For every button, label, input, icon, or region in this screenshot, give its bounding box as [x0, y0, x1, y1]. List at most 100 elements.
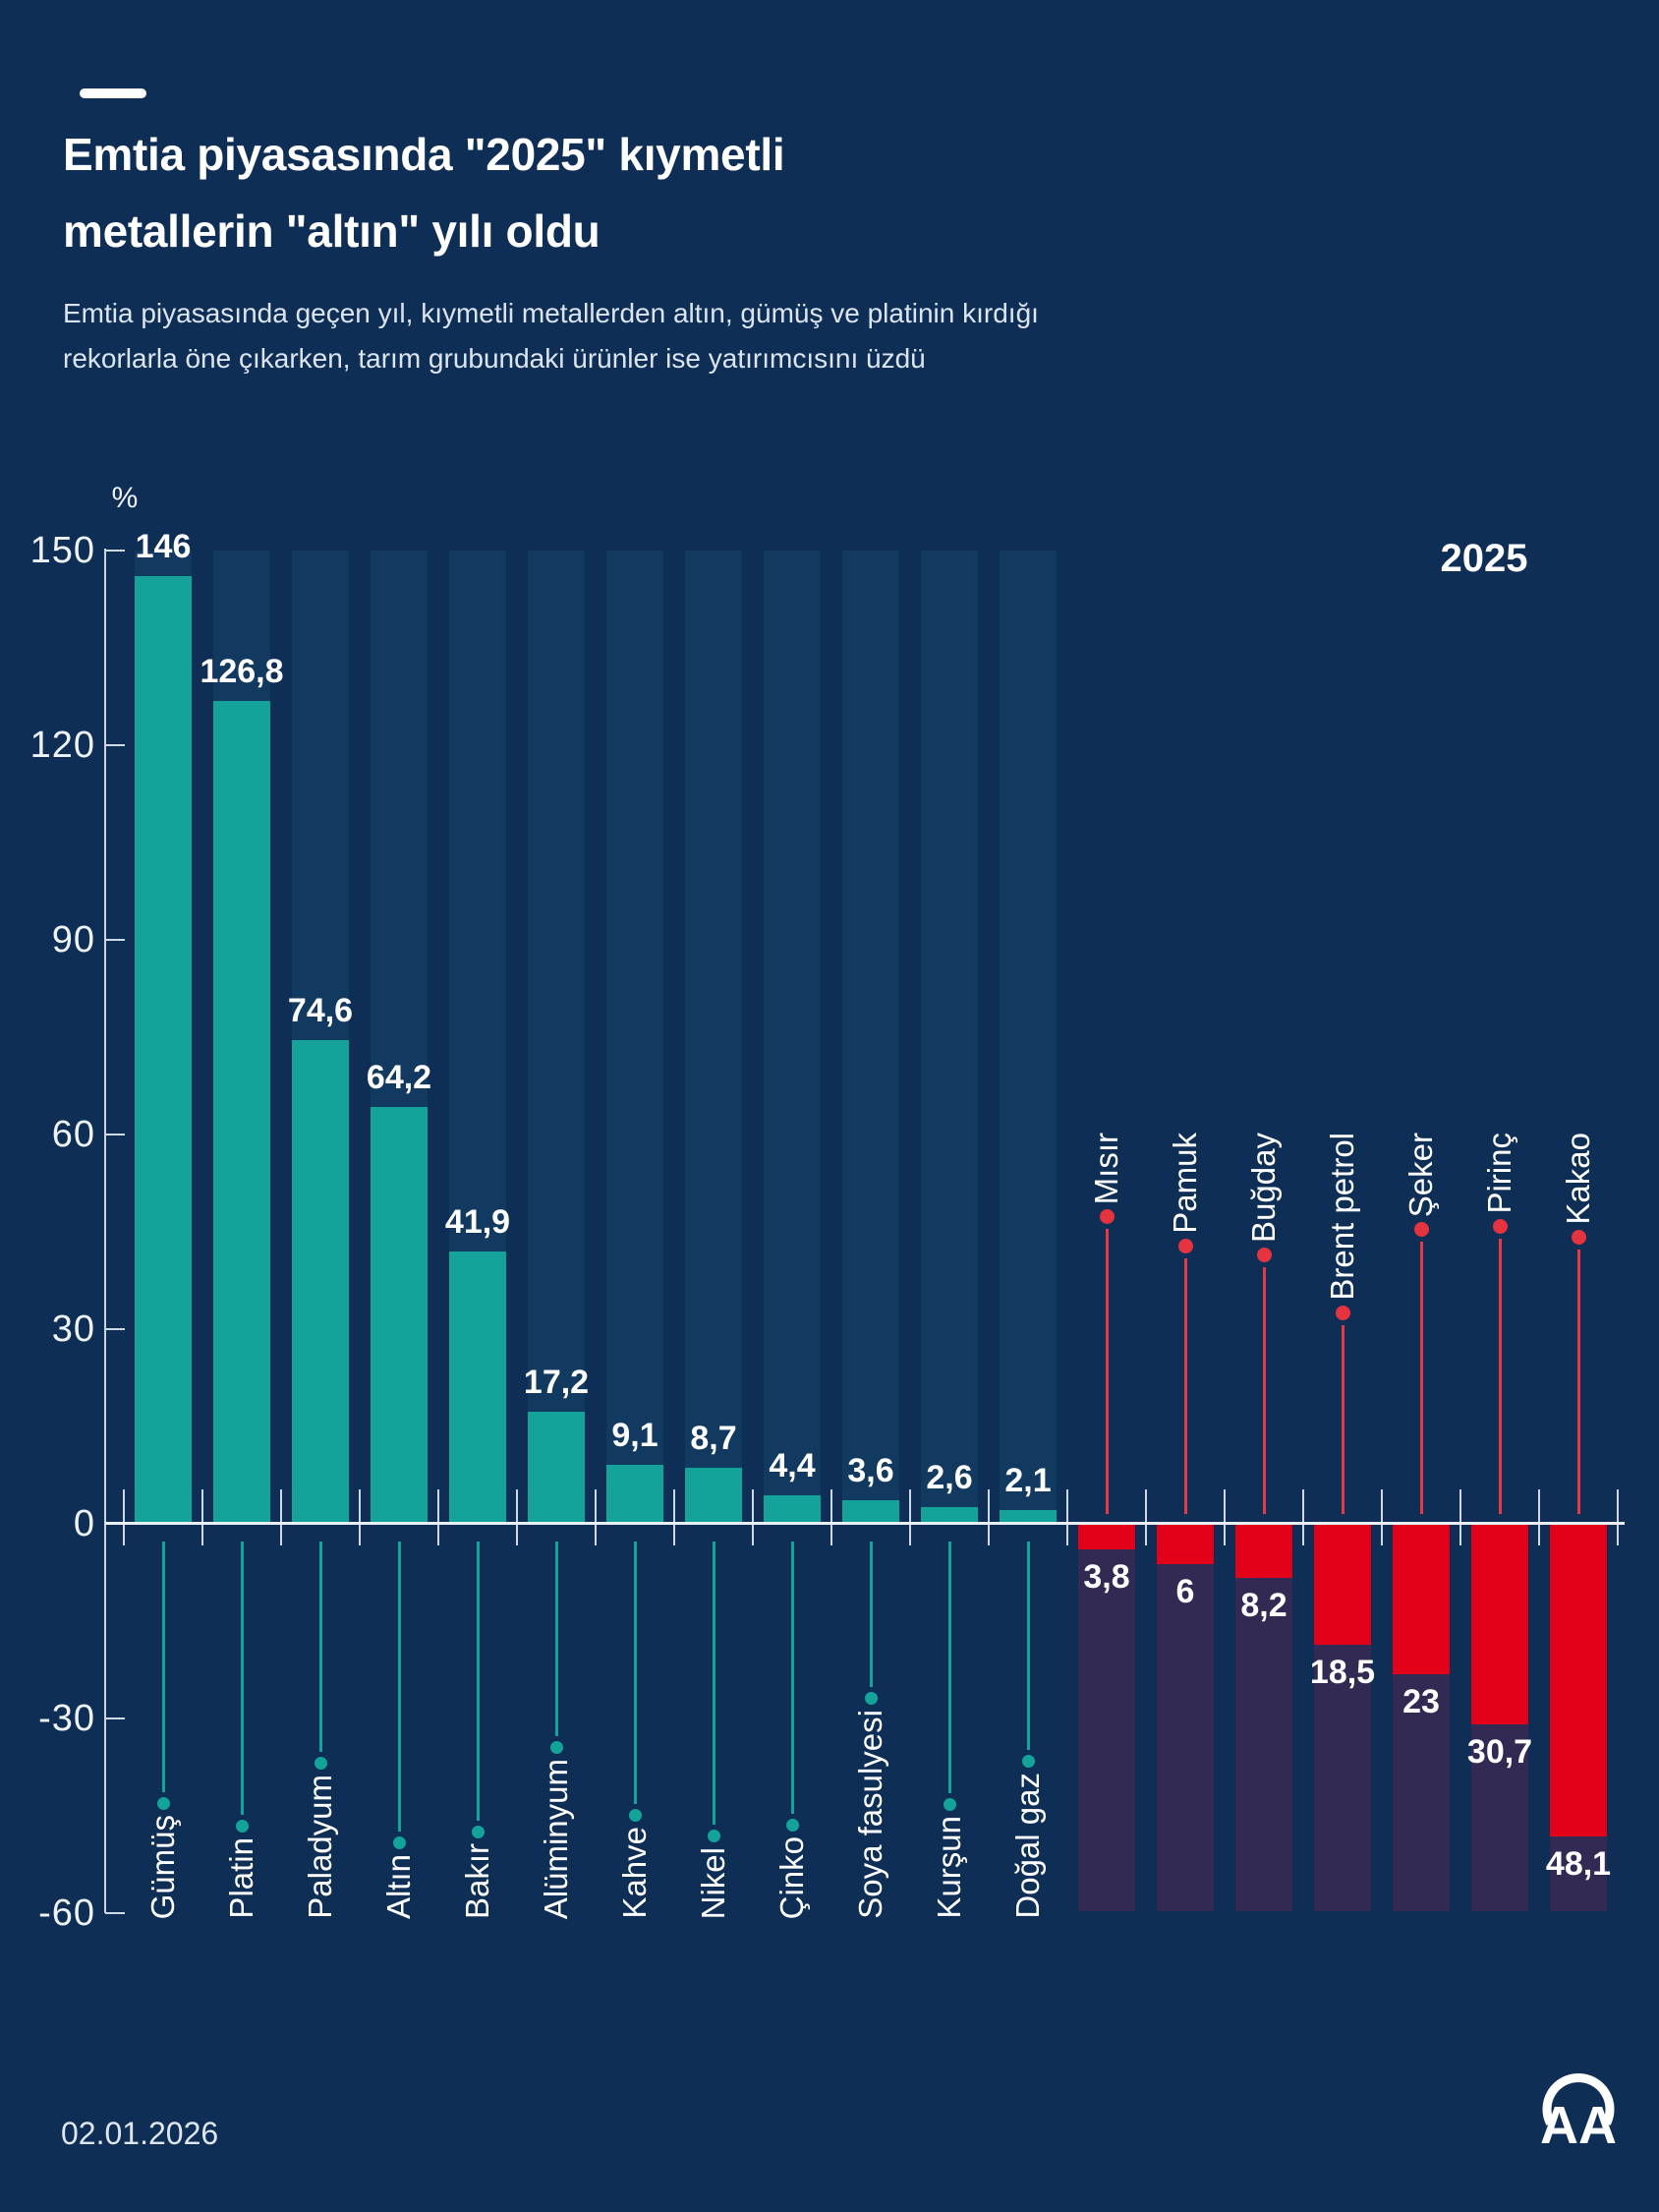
leader-dot [156, 1796, 170, 1810]
bar-boundary-tick [988, 1489, 990, 1545]
y-axis-tick-label: -30 [38, 1698, 95, 1739]
y-axis-tick [105, 1134, 125, 1135]
bar-track [1157, 1525, 1214, 1911]
bar-boundary-tick [673, 1489, 675, 1545]
leader-line [318, 1542, 322, 1753]
bar-value-label: 4,4 [769, 1446, 816, 1484]
bar [1550, 1525, 1607, 1837]
leader-line [1105, 1229, 1109, 1514]
y-axis-tick [105, 1717, 125, 1719]
x-axis-line [105, 1522, 1625, 1525]
bar [764, 1494, 821, 1524]
bar-boundary-tick [1617, 1489, 1619, 1545]
leader-line [1183, 1257, 1187, 1514]
leader-dot [943, 1798, 956, 1812]
bar-value-label: 6 [1175, 1572, 1195, 1610]
bar-boundary-tick [1538, 1489, 1540, 1545]
bar-category: Soya fasulyesi [850, 1542, 891, 1919]
y-axis-tick-label: 60 [51, 1114, 95, 1155]
leader-dot [549, 1740, 563, 1754]
y-axis-tick-label: -60 [38, 1892, 95, 1934]
page-subtitle: Emtia piyasasında geçen yıl, kıymetli me… [63, 291, 1291, 381]
bar [1393, 1525, 1450, 1674]
aa-logo-icon: AA [1540, 2072, 1617, 2155]
bar [1471, 1525, 1528, 1724]
bar-boundary-tick [280, 1489, 282, 1545]
bar-track [764, 551, 821, 1522]
y-axis-tick-label: 30 [51, 1309, 95, 1350]
leader-line [554, 1542, 558, 1736]
bar-boundary-tick [1459, 1489, 1461, 1545]
y-axis-tick-label: 0 [73, 1503, 95, 1544]
aa-logo: AA [1529, 2063, 1628, 2161]
bar [1078, 1525, 1135, 1550]
bar-value-label: 17,2 [523, 1364, 590, 1402]
y-axis-tick [105, 550, 125, 552]
leader-line [476, 1542, 480, 1821]
header-accent-dash [80, 88, 146, 98]
bar-boundary-tick [830, 1489, 832, 1545]
y-axis-line [104, 549, 106, 1913]
page-title-line-1: Emtia piyasasında "2025" kıymetli [63, 129, 785, 180]
bar-track [685, 551, 742, 1522]
bar-value-label: 8,7 [690, 1419, 737, 1457]
leader-line [397, 1542, 401, 1832]
leader-dot [392, 1835, 406, 1849]
bar-category: Mısır [1086, 1133, 1127, 1514]
leader-dot [471, 1825, 485, 1838]
bar-category: Buğday [1243, 1133, 1285, 1514]
bar-boundary-tick [595, 1489, 597, 1545]
y-axis-unit-label: % [111, 482, 139, 514]
bar-track [1078, 1525, 1135, 1911]
category-label: Soya fasulyesi [851, 1710, 888, 1919]
bar [606, 1464, 663, 1524]
y-axis-tick-label: 120 [29, 725, 95, 766]
bar-category: Bakır [457, 1542, 498, 1919]
bar-boundary-tick [123, 1489, 125, 1545]
bar [685, 1467, 742, 1524]
bar-category: Pamuk [1165, 1133, 1206, 1514]
page-title: Emtia piyasasında "2025" kıymetli metall… [63, 116, 1242, 269]
leader-dot [235, 1820, 249, 1834]
bar [1157, 1525, 1214, 1564]
bar-category: Paladyum [300, 1542, 341, 1919]
bar-category: Alüminyum [536, 1542, 577, 1919]
bar-boundary-tick [359, 1489, 361, 1545]
bar-track [921, 551, 978, 1522]
category-label: Kahve [615, 1827, 653, 1919]
bar-value-label: 23 [1402, 1682, 1440, 1720]
bar-boundary-tick [516, 1489, 518, 1545]
category-label: Brent petrol [1323, 1133, 1360, 1301]
bar-boundary-tick [1302, 1489, 1304, 1545]
bar-boundary-tick [1381, 1489, 1383, 1545]
bar-value-label: 48,1 [1545, 1845, 1612, 1884]
bar-track [606, 551, 663, 1522]
bar-track [528, 551, 585, 1522]
bar-value-label: 64,2 [366, 1059, 432, 1097]
bar-boundary-tick [1224, 1489, 1226, 1545]
bar-track [842, 551, 899, 1522]
bar-category: Kahve [614, 1542, 656, 1919]
bar-track [1235, 1525, 1292, 1911]
bar [921, 1506, 978, 1524]
bar-category: Şeker [1401, 1133, 1442, 1514]
bar-value-label: 30,7 [1466, 1732, 1533, 1771]
year-badge: 2025 [1440, 537, 1528, 580]
page-subtitle-line-2: rekorlarla öne çıkarken, tarım grubundak… [63, 343, 926, 374]
bar-value-label: 18,5 [1309, 1654, 1376, 1692]
bar-category: Pirinç [1479, 1133, 1520, 1514]
bar-category: Çinko [772, 1542, 813, 1919]
category-label: Mısır [1087, 1133, 1124, 1205]
bar-boundary-tick [909, 1489, 911, 1545]
leader-line [790, 1542, 794, 1814]
category-label: Gümüş [143, 1814, 181, 1919]
leader-dot [628, 1809, 642, 1823]
leader-dot [1492, 1218, 1508, 1234]
bar [1314, 1525, 1371, 1646]
category-label: Pirinç [1480, 1133, 1517, 1214]
leader-dot [1177, 1238, 1193, 1253]
leader-dot [785, 1818, 799, 1832]
bar [371, 1107, 428, 1524]
svg-text:AA: AA [1540, 2096, 1617, 2155]
